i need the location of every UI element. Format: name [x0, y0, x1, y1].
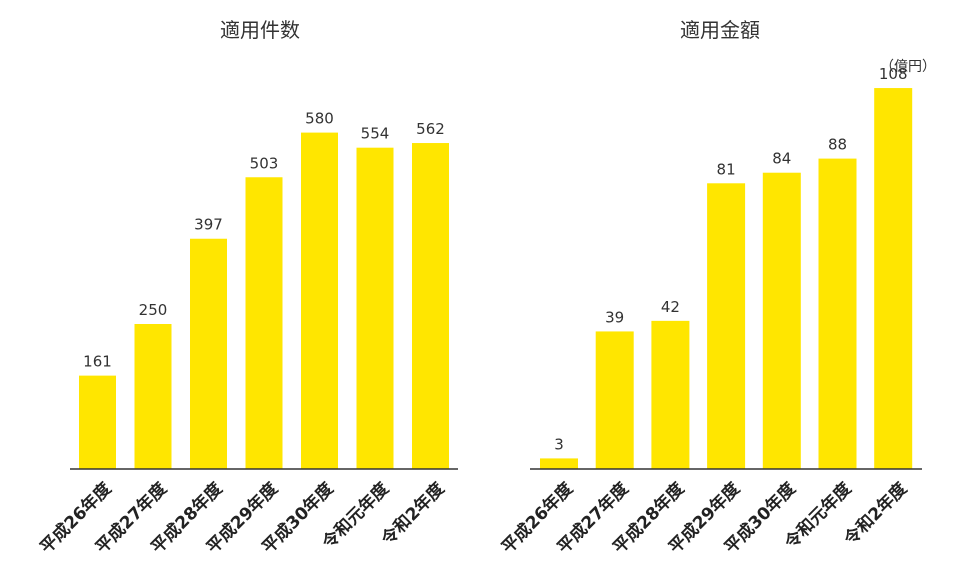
data-label: 554 [361, 125, 390, 143]
chart-0-plot: 161平成26年度250平成27年度397平成28年度503平成29年度580平… [36, 110, 458, 558]
data-label: 39 [605, 308, 624, 326]
bar-平成29年度 [707, 183, 746, 470]
data-label: 81 [717, 160, 736, 178]
data-label: 42 [661, 298, 680, 316]
data-label: 84 [772, 150, 791, 168]
data-label: 3 [554, 435, 564, 453]
bar-平成28年度 [651, 320, 690, 469]
bar-平成30年度 [301, 132, 338, 469]
data-label: 161 [83, 353, 112, 371]
bar-平成30年度 [762, 172, 801, 469]
data-label: 108 [879, 65, 908, 83]
chart-1-plot: 3平成26年度39平成27年度42平成28年度81平成29年度84平成30年度8… [497, 65, 922, 558]
chart-title: 適用金額 [680, 18, 760, 42]
unit-label: （億円） [880, 59, 936, 75]
data-label: 580 [305, 110, 334, 128]
bar-平成27年度 [134, 324, 172, 469]
bar-平成27年度 [595, 331, 634, 469]
bar-平成28年度 [190, 238, 227, 469]
data-label: 250 [139, 301, 168, 319]
bar-平成29年度 [245, 177, 283, 469]
data-label: 562 [416, 120, 445, 138]
bar-令和元年度 [818, 158, 857, 469]
bar-平成26年度 [79, 375, 116, 469]
chart-title: 適用件数 [220, 18, 300, 42]
data-label: 88 [828, 136, 847, 154]
bar-平成26年度 [540, 458, 578, 469]
data-label: 397 [194, 216, 223, 234]
data-label: 503 [250, 154, 279, 172]
bar-令和2年度 [412, 143, 449, 470]
bar-令和元年度 [356, 147, 394, 469]
bar-令和2年度 [874, 88, 913, 470]
